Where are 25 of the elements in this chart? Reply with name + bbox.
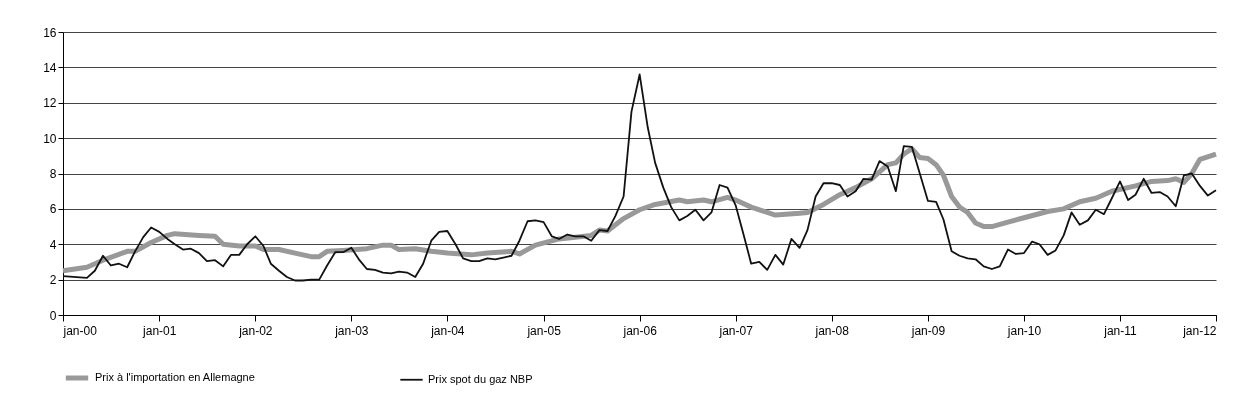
y-tick-label: 16	[43, 25, 57, 40]
x-tick-label: jan-04	[430, 323, 465, 338]
x-tick-label: jan-06	[622, 323, 658, 338]
y-tick-label: 12	[43, 96, 57, 111]
x-tick-label: jan-12	[1182, 323, 1217, 338]
x-tick-label: jan-03	[334, 323, 369, 338]
x-tick-label: jan-07	[718, 323, 754, 338]
y-tick-label: 6	[49, 202, 57, 217]
y-tick-label: 4	[49, 237, 57, 252]
y-tick-label: 10	[43, 131, 57, 146]
y-tick-label: 8	[49, 167, 57, 181]
legend-label: Prix à l'importation en Allemagne	[95, 371, 255, 383]
y-tick-label: 2	[49, 273, 57, 288]
x-tick-label: jan-00	[62, 323, 98, 338]
x-tick-label: jan-11	[1103, 323, 1138, 338]
line-series	[62, 73, 1217, 282]
x-tick-label: jan-02	[238, 323, 273, 338]
x-tick-label: jan-08	[814, 323, 850, 338]
y-tick-label: 14	[43, 60, 57, 75]
x-tick-label: jan-10	[1006, 323, 1042, 338]
y-tick-label: 0	[49, 308, 57, 323]
x-tick-label: jan-09	[910, 323, 946, 338]
x-tick-label: jan-05	[526, 323, 562, 338]
legend-label: Prix spot du gaz NBP	[428, 372, 533, 385]
x-tick-label: jan-01	[142, 323, 177, 338]
